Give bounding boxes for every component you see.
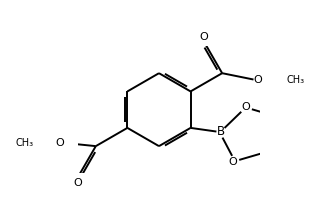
Text: B: B — [216, 125, 225, 138]
Text: O: O — [241, 102, 250, 112]
Text: O: O — [254, 75, 263, 84]
Text: CH₃: CH₃ — [15, 138, 34, 148]
Text: O: O — [229, 157, 237, 167]
Text: O: O — [55, 138, 64, 148]
Text: CH₃: CH₃ — [286, 75, 305, 84]
Text: O: O — [199, 31, 208, 42]
Text: O: O — [73, 178, 82, 188]
